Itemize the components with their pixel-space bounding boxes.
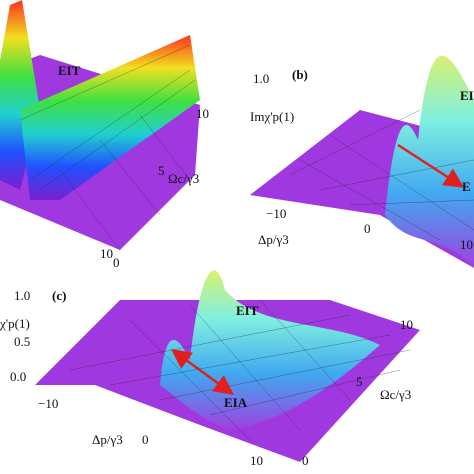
arrow	[397, 143, 465, 188]
surface-peak	[385, 55, 474, 268]
omega-tick: 10	[400, 317, 413, 332]
z-axis: Imχ'p(1)	[250, 109, 294, 124]
panel-c: 1.0 (c) χ'p(1) 0.5 0.0 EIT EIA 10 5 0 Ωc…	[0, 270, 420, 468]
delta-tick: 10	[460, 237, 473, 252]
delta-tick: 0	[113, 255, 120, 270]
omega-tick: 5	[356, 374, 363, 389]
z-tick: 0.5	[14, 334, 30, 349]
panel-b: 1.0 (b) Imχ'p(1) EI E −10 0 10 Δp/γ3	[250, 55, 474, 268]
omega-axis: Ωc/γ3	[380, 387, 411, 402]
eit-label: EI	[460, 88, 474, 103]
panel-label: (b)	[292, 67, 308, 82]
mesh	[19, 44, 196, 251]
delta-tick: −10	[38, 396, 58, 411]
surface-peak	[20, 35, 200, 200]
delta-tick: 0	[364, 221, 371, 236]
delta-tick: 10	[100, 246, 113, 261]
delta-axis: Δp/γ3	[258, 232, 289, 247]
omega-axis: Ωc/γ3	[168, 171, 199, 186]
eit-label: EIT	[58, 63, 81, 78]
panel-label: (c)	[52, 288, 66, 303]
omega-tick: 0	[302, 453, 309, 468]
arrow	[170, 349, 235, 395]
omega-tick: 10	[196, 106, 209, 121]
panel-a: EIT 10 5 Ωc/γ3 10 0	[0, 0, 209, 270]
eia-label: EIA	[224, 395, 248, 410]
z-tick: 1.0	[14, 288, 30, 303]
delta-tick: −10	[266, 206, 286, 221]
omega-tick: 5	[158, 163, 165, 178]
z-tick: 1.0	[253, 71, 269, 86]
delta-tick: 10	[250, 453, 263, 468]
delta-axis: Δp/γ3	[92, 432, 123, 447]
delta-tick: 0	[142, 432, 149, 447]
eia-label: E	[462, 179, 471, 194]
mesh	[289, 109, 474, 241]
eit-label: EIT	[236, 303, 259, 318]
z-axis: χ'p(1)	[0, 316, 30, 331]
z-tick: 0.0	[10, 369, 26, 384]
